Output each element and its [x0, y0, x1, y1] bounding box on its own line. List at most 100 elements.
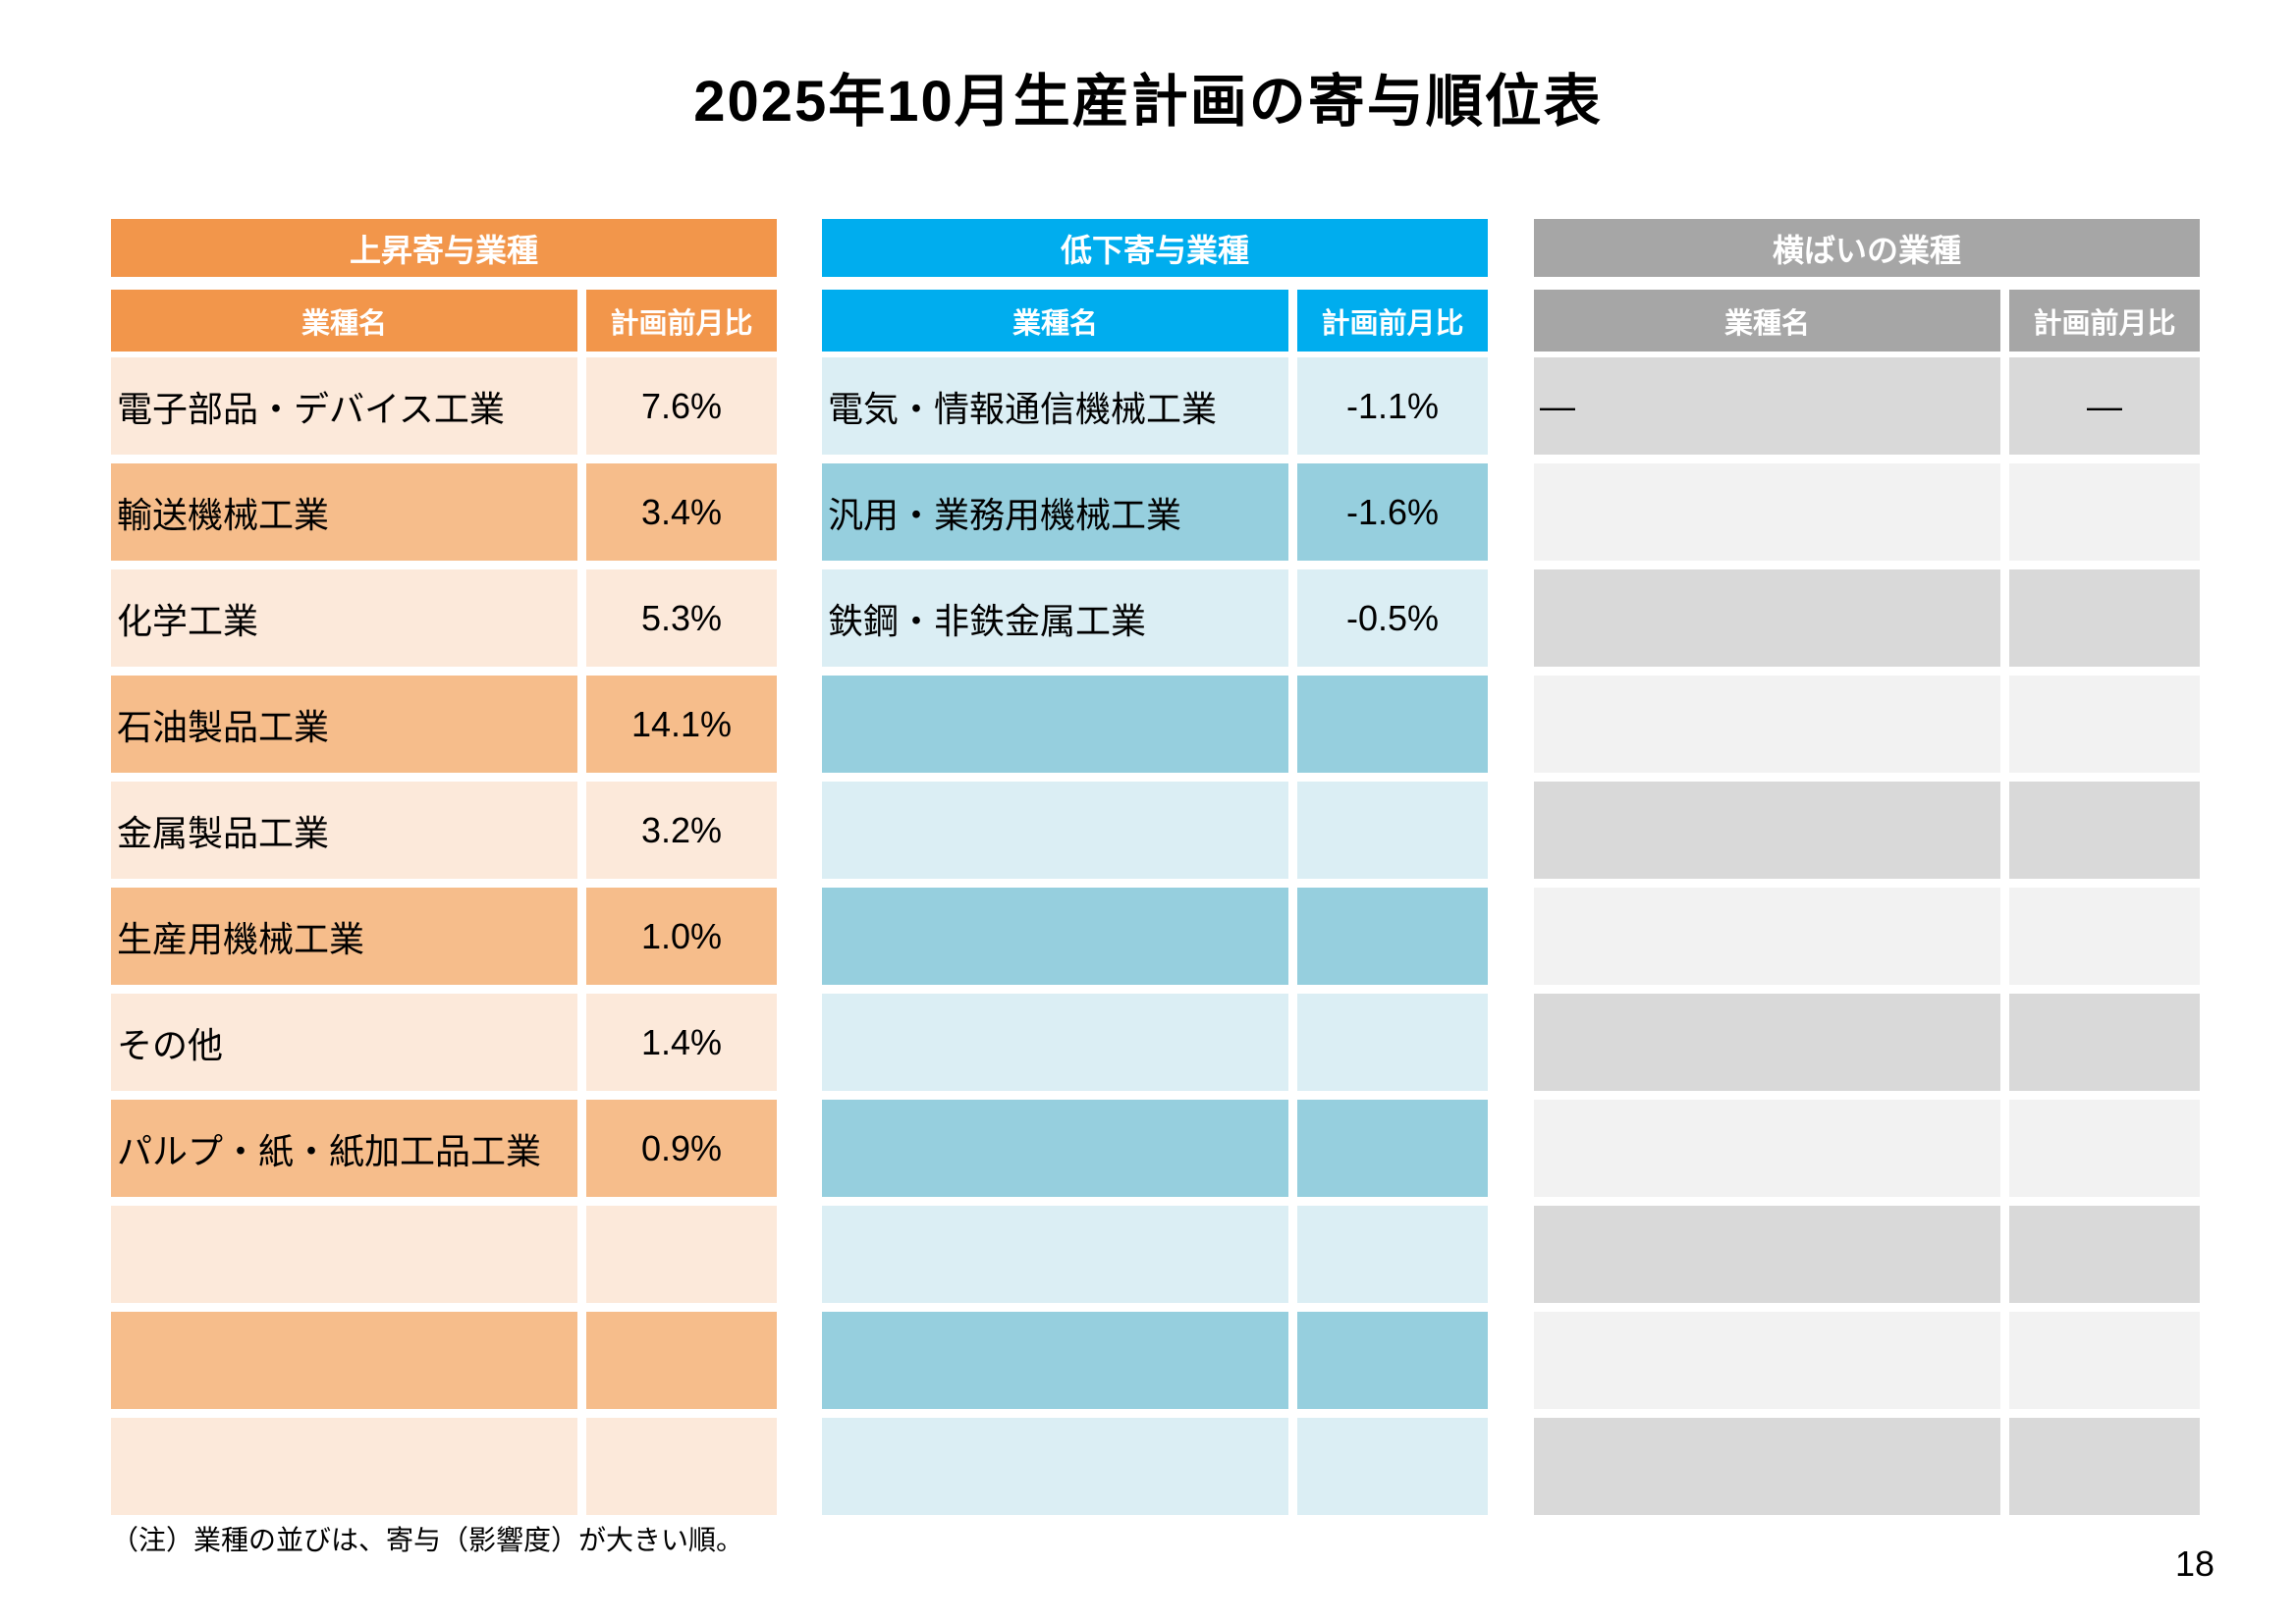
value-cell [1297, 1312, 1488, 1409]
table-header-row: 業種名 計画前月比 [111, 290, 777, 352]
value-cell [2009, 463, 2200, 561]
value-cell [1297, 676, 1488, 773]
value-cell: 3.4% [586, 463, 777, 561]
value-cell: 0.9% [586, 1100, 777, 1197]
table-row [111, 1206, 777, 1303]
value-cell: 3.2% [586, 782, 777, 879]
table-row: 金属製品工業 3.2% [111, 782, 777, 879]
industry-name-cell: 電気・情報通信機械工業 [822, 357, 1288, 455]
industry-name-cell [822, 782, 1288, 879]
value-cell: 14.1% [586, 676, 777, 773]
industry-name-header: 業種名 [111, 290, 577, 352]
table-row: 生産用機械工業 1.0% [111, 888, 777, 985]
value-cell [1297, 1206, 1488, 1303]
table-header-row: 業種名 計画前月比 [1534, 290, 2200, 352]
value-cell [2009, 1312, 2200, 1409]
value-cell [1297, 994, 1488, 1091]
industry-name-cell [1534, 1100, 2000, 1197]
industry-name-cell [822, 676, 1288, 773]
value-cell: -0.5% [1297, 569, 1488, 667]
table-rows: ― ― [1534, 357, 2200, 1524]
value-cell: -1.6% [1297, 463, 1488, 561]
industry-name-cell: 金属製品工業 [111, 782, 577, 879]
industry-name-cell [1534, 994, 2000, 1091]
value-cell: 7.6% [586, 357, 777, 455]
table-row [822, 676, 1488, 773]
industry-name-cell: 化学工業 [111, 569, 577, 667]
table-row [111, 1418, 777, 1515]
industry-name-cell [822, 1312, 1288, 1409]
plan-mom-header: 計画前月比 [1297, 290, 1488, 352]
table-row: 輸送機械工業 3.4% [111, 463, 777, 561]
footnote: （注）業種の並びは、寄与（影響度）が大きい順。 [111, 1525, 744, 1555]
value-cell: -1.1% [1297, 357, 1488, 455]
table-row [822, 994, 1488, 1091]
industry-name-cell [1534, 676, 2000, 773]
table-row [1534, 782, 2200, 879]
industry-name-cell: 電子部品・デバイス工業 [111, 357, 577, 455]
table-row [822, 1312, 1488, 1409]
table-row: 鉄鋼・非鉄金属工業 -0.5% [822, 569, 1488, 667]
table-row: 化学工業 5.3% [111, 569, 777, 667]
plan-mom-header: 計画前月比 [586, 290, 777, 352]
value-cell [586, 1206, 777, 1303]
table-row: パルプ・紙・紙加工品工業 0.9% [111, 1100, 777, 1197]
industry-name-cell: 石油製品工業 [111, 676, 577, 773]
industry-name-cell [1534, 1418, 2000, 1515]
value-cell [586, 1418, 777, 1515]
industry-name-cell [822, 1418, 1288, 1515]
page-title: 2025年10月生産計画の寄与順位表 [693, 70, 1603, 134]
table-rows: 電気・情報通信機械工業 -1.1% 汎用・業務用機械工業 -1.6% 鉄鋼・非鉄金属工業… [822, 357, 1488, 1524]
page-number: 18 [2175, 1543, 2215, 1584]
industry-name-cell [111, 1206, 577, 1303]
industry-name-cell: 鉄鋼・非鉄金属工業 [822, 569, 1288, 667]
industry-name-header: 業種名 [1534, 290, 2000, 352]
value-cell [2009, 1418, 2200, 1515]
table-title-band: 横ばいの業種 [1534, 219, 2200, 277]
table-row [1534, 1312, 2200, 1409]
value-cell [2009, 676, 2200, 773]
plan-mom-header: 計画前月比 [2009, 290, 2200, 352]
value-cell: 1.0% [586, 888, 777, 985]
industry-name-cell [111, 1418, 577, 1515]
table-row: その他 1.4% [111, 994, 777, 1091]
value-cell [1297, 888, 1488, 985]
value-cell: 1.4% [586, 994, 777, 1091]
table-row: ― ― [1534, 357, 2200, 455]
industry-name-cell [1534, 463, 2000, 561]
value-cell [1297, 1100, 1488, 1197]
rising-industries-table: 上昇寄与業種 業種名 計画前月比 電子部品・デバイス工業 7.6% 輸送機械工業 3.… [111, 219, 777, 1515]
table-row [822, 1206, 1488, 1303]
table-row [1534, 676, 2200, 773]
table-row [1534, 569, 2200, 667]
value-cell [1297, 782, 1488, 879]
industry-name-cell: その他 [111, 994, 577, 1091]
industry-name-cell [822, 1206, 1288, 1303]
table-row [822, 782, 1488, 879]
industry-name-cell: 生産用機械工業 [111, 888, 577, 985]
value-cell [2009, 1206, 2200, 1303]
table-row [1534, 1206, 2200, 1303]
table-row [1534, 1100, 2200, 1197]
industry-name-cell [1534, 1206, 2000, 1303]
value-cell [2009, 782, 2200, 879]
table-row [1534, 463, 2200, 561]
industry-name-cell [1534, 782, 2000, 879]
table-title-band: 低下寄与業種 [822, 219, 1488, 277]
value-cell [586, 1312, 777, 1409]
table-row [1534, 994, 2200, 1091]
value-cell [2009, 569, 2200, 667]
table-row: 電子部品・デバイス工業 7.6% [111, 357, 777, 455]
table-header-row: 業種名 計画前月比 [822, 290, 1488, 352]
industry-name-cell [822, 888, 1288, 985]
table-row: 石油製品工業 14.1% [111, 676, 777, 773]
table-row [111, 1312, 777, 1409]
industry-name-cell [1534, 1312, 2000, 1409]
industry-name-cell [111, 1312, 577, 1409]
industry-name-cell: ― [1534, 357, 2000, 455]
industry-name-cell [1534, 569, 2000, 667]
table-row: 電気・情報通信機械工業 -1.1% [822, 357, 1488, 455]
table-title-band: 上昇寄与業種 [111, 219, 777, 277]
table-row [822, 888, 1488, 985]
declining-industries-table: 低下寄与業種 業種名 計画前月比 電気・情報通信機械工業 -1.1% 汎用・業務用機… [822, 219, 1488, 1515]
